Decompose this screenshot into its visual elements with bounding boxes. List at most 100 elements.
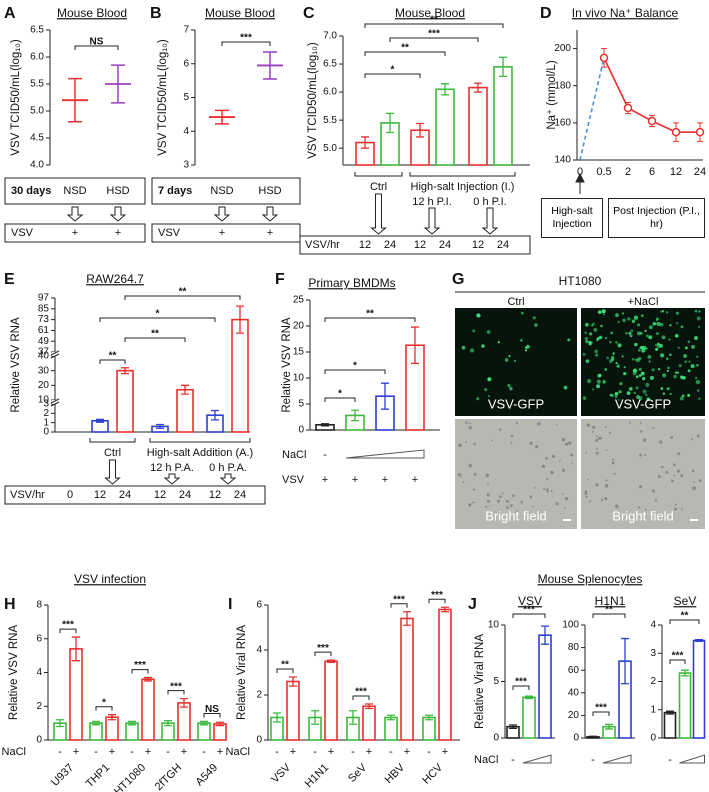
- annotation-box: Post Injection (P.I., hr): [608, 198, 705, 238]
- panel-title: Mouse Blood: [205, 6, 275, 20]
- error-bar: [56, 719, 64, 728]
- cell: [696, 316, 701, 321]
- point: [671, 127, 681, 137]
- cell: [638, 396, 643, 401]
- error-bar: [321, 423, 329, 427]
- cell: [509, 386, 513, 391]
- cell: [462, 481, 465, 484]
- cell: [555, 423, 558, 426]
- cell: [654, 344, 658, 347]
- bar: [538, 634, 552, 739]
- group-label: High-salt Injection (I.): [411, 181, 515, 193]
- cell: [638, 367, 642, 372]
- y-tick-label: 20: [568, 710, 580, 721]
- arrow: [370, 193, 387, 235]
- point: [695, 127, 705, 137]
- cell: [639, 453, 642, 457]
- bar: [286, 680, 300, 741]
- cell: [656, 344, 661, 349]
- cell: [632, 371, 637, 376]
- significance-label: ***: [240, 33, 252, 44]
- y-tick-label: 8: [36, 600, 42, 611]
- cell: [532, 316, 536, 320]
- cell: [589, 500, 592, 503]
- cell: [680, 508, 683, 511]
- significance-bracket: [352, 695, 370, 700]
- cell: [617, 398, 620, 401]
- bar: [177, 702, 191, 741]
- significance-label: ***: [428, 29, 440, 40]
- significance-label: **: [681, 611, 689, 622]
- cell: [696, 355, 699, 358]
- table-cell: VSV: [11, 227, 34, 239]
- cell: [627, 317, 631, 321]
- cell: [598, 436, 602, 440]
- cell: [564, 496, 569, 501]
- cell: [673, 374, 677, 379]
- cell: [673, 474, 676, 477]
- significance-label: *: [391, 65, 395, 76]
- cell: [516, 421, 519, 425]
- arrow: [213, 206, 231, 222]
- y-tick-label: 85: [38, 303, 50, 314]
- cell: [604, 368, 607, 371]
- cell: [644, 508, 647, 511]
- y-tick-label: 6.0: [30, 52, 44, 63]
- cell: [485, 505, 488, 508]
- cell: [680, 325, 684, 329]
- y-tick-label: 5: [298, 399, 304, 410]
- error-bar: [387, 714, 395, 721]
- cell: [592, 430, 594, 433]
- row-mark: +: [322, 474, 328, 486]
- error-bar: [403, 611, 411, 626]
- y-axis-label: VSV TCID50/mL(log₁₀): [157, 39, 169, 156]
- cell: [647, 354, 652, 359]
- table-cell: 24: [439, 239, 451, 251]
- group-label: Ctrl: [104, 447, 121, 459]
- error-bar: [425, 714, 433, 721]
- cell: [600, 437, 603, 440]
- significance-label: NS: [205, 704, 219, 715]
- axis-break: [50, 398, 60, 404]
- y-axis-label: Relative VSV RNA: [281, 317, 293, 413]
- cell: [660, 387, 663, 391]
- axis-break: [52, 400, 58, 404]
- significance-label: ***: [355, 687, 367, 698]
- y-tick-label: 6: [256, 600, 262, 611]
- cell: [640, 371, 645, 376]
- significance-bracket: [131, 669, 149, 674]
- significance-bracket: [324, 397, 356, 402]
- cell: [618, 390, 622, 394]
- cell: [654, 499, 658, 502]
- group-bracket: [89, 438, 136, 443]
- cell: [510, 441, 513, 444]
- cell: [631, 319, 636, 323]
- cell: [670, 479, 674, 483]
- cell: [693, 481, 695, 483]
- y-axis-label: Relative VSV RNA: [10, 317, 22, 413]
- cell: [567, 338, 571, 342]
- cell: [501, 492, 504, 495]
- table-cell: HSD: [258, 185, 281, 197]
- table-cell: 12: [154, 489, 166, 501]
- cell: [646, 397, 651, 401]
- cell: [635, 375, 639, 379]
- cell: [644, 329, 647, 333]
- error-bar: [351, 409, 359, 422]
- cell: [635, 386, 639, 390]
- row-mark: -: [313, 746, 317, 758]
- cell: [598, 373, 602, 378]
- cell: [621, 355, 624, 358]
- significance-bracket: [390, 603, 408, 608]
- cell: [656, 318, 659, 321]
- table-cell: 12: [209, 489, 221, 501]
- cell: [543, 487, 546, 490]
- row-mark: -: [130, 746, 134, 758]
- significance-bracket: [389, 37, 479, 42]
- panel-label: D: [540, 5, 552, 22]
- cell: [662, 392, 666, 395]
- cell: [648, 325, 653, 330]
- axis-break: [50, 353, 60, 359]
- bar: [522, 696, 536, 739]
